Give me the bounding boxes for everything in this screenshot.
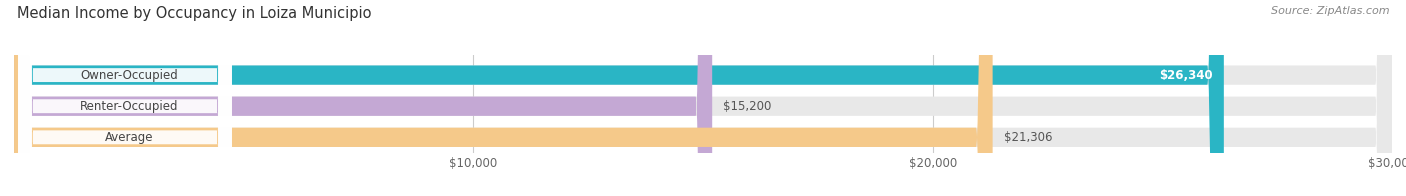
Text: Average: Average xyxy=(105,131,153,144)
Text: $21,306: $21,306 xyxy=(1004,131,1052,144)
FancyBboxPatch shape xyxy=(18,0,232,196)
Text: Source: ZipAtlas.com: Source: ZipAtlas.com xyxy=(1271,6,1389,16)
FancyBboxPatch shape xyxy=(14,0,993,196)
FancyBboxPatch shape xyxy=(14,0,1392,196)
FancyBboxPatch shape xyxy=(18,0,232,196)
FancyBboxPatch shape xyxy=(14,0,713,196)
Text: $15,200: $15,200 xyxy=(723,100,772,113)
FancyBboxPatch shape xyxy=(18,0,232,196)
Text: $26,340: $26,340 xyxy=(1159,69,1213,82)
FancyBboxPatch shape xyxy=(14,0,1223,196)
Text: Renter-Occupied: Renter-Occupied xyxy=(80,100,179,113)
FancyBboxPatch shape xyxy=(14,0,1392,196)
Text: Owner-Occupied: Owner-Occupied xyxy=(80,69,179,82)
Text: Median Income by Occupancy in Loiza Municipio: Median Income by Occupancy in Loiza Muni… xyxy=(17,6,371,21)
FancyBboxPatch shape xyxy=(14,0,1392,196)
